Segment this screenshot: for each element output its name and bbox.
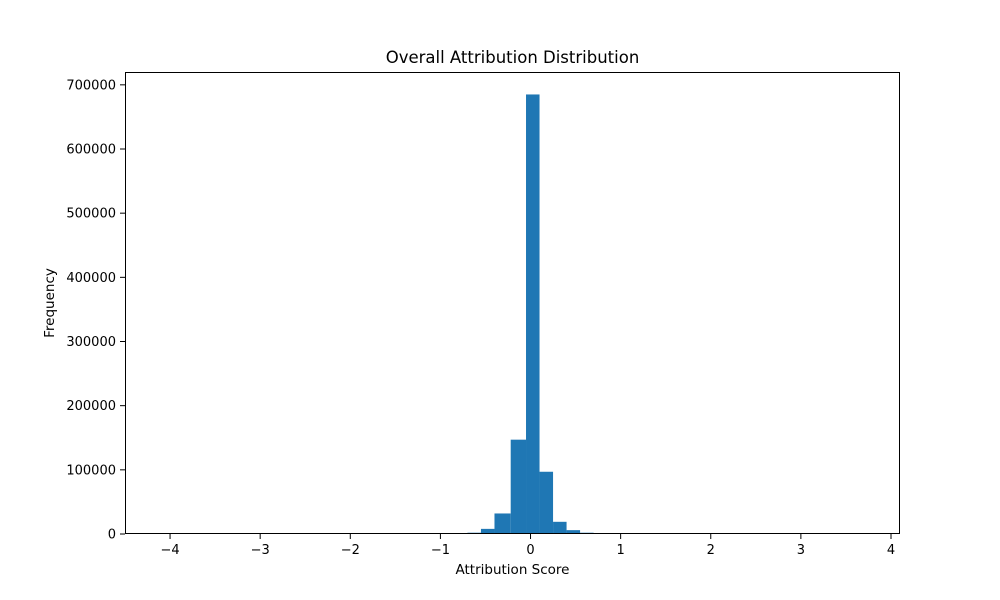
- bars-group: [453, 94, 609, 534]
- plot-frame: [125, 72, 900, 534]
- x-tick-label: 1: [616, 543, 624, 558]
- x-tick-label: 0: [526, 543, 534, 558]
- x-tick-label: 2: [707, 543, 715, 558]
- histogram-bar: [510, 439, 527, 534]
- y-tick-label: 500000: [66, 207, 116, 222]
- histogram-bar: [526, 94, 540, 534]
- histogram-bar: [553, 521, 567, 534]
- histogram-bar: [494, 513, 511, 534]
- x-ticks-group: −4 −3 −2 −1 0 1 2 3 4: [160, 534, 895, 558]
- y-tick-label: 400000: [66, 271, 116, 286]
- y-tick-label: 100000: [66, 463, 116, 478]
- histogram-bar: [566, 530, 581, 534]
- x-tick-label: −3: [251, 543, 270, 558]
- y-ticks-group: 0 100000 200000 300000 400000 500000 600000 700…: [66, 78, 125, 543]
- x-tick-label: −4: [160, 543, 179, 558]
- y-tick-label: 0: [108, 528, 116, 543]
- x-tick-label: −1: [431, 543, 450, 558]
- y-tick-label: 700000: [66, 78, 116, 93]
- x-tick-label: 3: [797, 543, 805, 558]
- x-tick-label: 4: [887, 543, 895, 558]
- y-tick-label: 300000: [66, 335, 116, 350]
- y-axis-label: Frequency: [42, 268, 58, 338]
- histogram-bar: [539, 471, 554, 534]
- y-tick-label: 600000: [66, 143, 116, 158]
- x-axis-label: Attribution Score: [456, 562, 570, 578]
- x-tick-label: −2: [341, 543, 360, 558]
- chart-title: Overall Attribution Distribution: [386, 48, 640, 67]
- histogram-bar: [480, 528, 495, 534]
- y-tick-label: 200000: [66, 399, 116, 414]
